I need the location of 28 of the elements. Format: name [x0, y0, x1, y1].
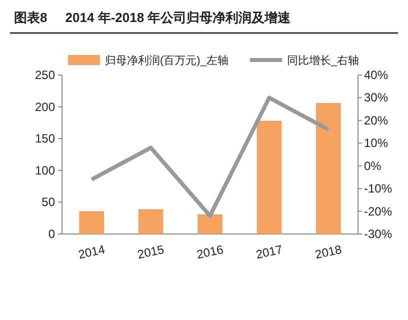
y2-tick-label: -10%: [364, 182, 392, 196]
chart-title: 图表8 2014 年-2018 年公司归母净利润及增速: [14, 10, 292, 25]
y2-tick-label: 20%: [364, 113, 388, 128]
y2-tick-label: 30%: [364, 90, 388, 105]
y2-tick-label: -20%: [364, 204, 392, 218]
y2-tick-label: 40%: [364, 68, 388, 82]
x-tick-label: 2018: [314, 242, 344, 262]
x-tick-label: 2015: [136, 242, 166, 262]
y-tick-label: 200: [34, 100, 56, 114]
y-tick-label: 0: [48, 227, 56, 241]
y-tick-label: 150: [34, 132, 56, 146]
bar: [138, 209, 164, 234]
bar: [79, 211, 104, 234]
y2-tick-label: -30%: [364, 227, 392, 241]
y2-tick-label: 0%: [364, 158, 382, 173]
legend-label: 归母净利润(百万元)_左轴: [105, 54, 228, 67]
line-series: [90, 96, 330, 218]
y-tick-label: 100: [34, 163, 56, 178]
y2-tick-label: 10%: [364, 136, 388, 150]
y-tick-label: 250: [34, 68, 56, 82]
y-tick-label: 50: [42, 195, 56, 210]
bar: [198, 214, 222, 234]
bar: [256, 120, 282, 234]
x-tick-label: 2017: [254, 242, 284, 262]
x-tick-label: 2016: [195, 242, 225, 262]
x-tick-label: 2014: [77, 242, 106, 262]
legend-label: 同比增长_右轴: [287, 54, 360, 67]
bar: [316, 102, 341, 234]
